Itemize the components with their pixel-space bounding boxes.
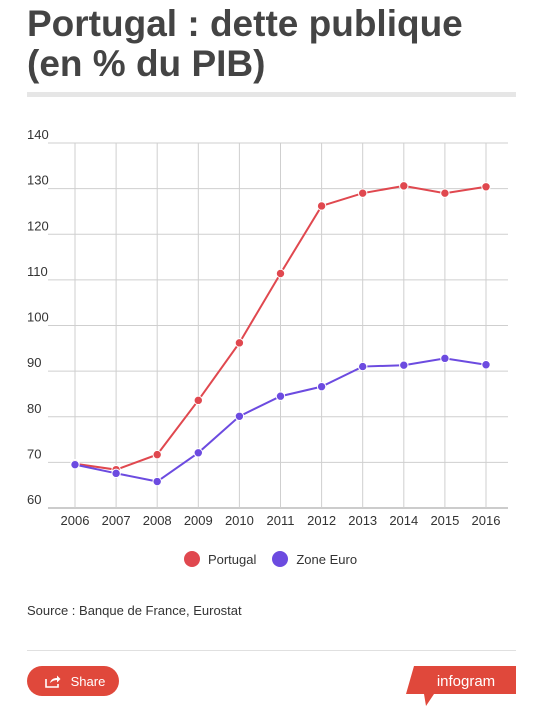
data-point-zone-euro [275, 391, 286, 401]
y-axis-ticks: 60 70 80 90 100 110 120 130 140 [27, 127, 49, 507]
share-button[interactable]: Share [27, 666, 119, 696]
legend-swatch-zone-euro [272, 551, 289, 567]
y-tick-label: 130 [27, 173, 49, 188]
data-point-zone-euro [440, 353, 450, 364]
data-point-zone-euro [399, 360, 409, 370]
x-tick-label: 2011 [267, 513, 295, 528]
title-divider [27, 92, 516, 97]
x-tick-label: 2010 [225, 513, 254, 528]
title-line-1: Portugal : dette publique [27, 3, 463, 44]
footer-divider [27, 650, 516, 651]
x-tick-label: 2009 [184, 513, 213, 528]
data-point-zone-euro [193, 448, 204, 458]
data-point-zone-euro [481, 360, 491, 370]
x-tick-label: 2015 [430, 513, 459, 528]
line-chart: 60 70 80 90 100 110 120 130 140 2006 2007 2008 2009… [27, 127, 508, 528]
data-point-portugal [440, 188, 450, 198]
data-point-zone-euro [70, 459, 80, 470]
y-tick-label: 90 [27, 355, 41, 370]
data-point-zone-euro [358, 361, 368, 372]
x-tick-label: 2008 [143, 513, 172, 528]
data-point-zone-euro [316, 381, 327, 392]
title-line-2: (en % du PIB) [27, 43, 266, 84]
data-point-zone-euro [111, 468, 121, 479]
legend-item-zone-euro[interactable]: Zone Euro [272, 551, 357, 567]
grid-lines [48, 142, 508, 509]
chart-title: Portugal : dette publique (en % du PIB) [27, 4, 527, 84]
x-tick-label: 2007 [102, 513, 131, 528]
data-point-portugal [358, 188, 368, 198]
series-layer [70, 181, 491, 487]
brand-label: infogram [437, 673, 495, 690]
data-point-zone-euro [234, 411, 245, 421]
source-note: Source : Banque de France, Eurostat [27, 603, 242, 618]
data-point-portugal [234, 338, 245, 348]
infogram-logo[interactable]: infogram [406, 664, 518, 706]
legend-label-zone-euro: Zone Euro [296, 551, 358, 567]
y-tick-label: 110 [27, 264, 48, 279]
x-tick-label: 2013 [348, 513, 377, 528]
y-tick-label: 60 [27, 492, 41, 507]
data-point-portugal [193, 395, 204, 406]
y-tick-label: 70 [27, 446, 41, 461]
data-point-portugal [152, 449, 162, 460]
legend-label-portugal: Portugal [207, 551, 257, 567]
y-tick-label: 80 [27, 401, 41, 416]
x-tick-label: 2014 [389, 513, 418, 528]
y-tick-label: 140 [27, 127, 49, 142]
data-point-zone-euro [152, 476, 162, 487]
legend-swatch-portugal [183, 551, 200, 567]
y-tick-label: 120 [27, 218, 49, 233]
data-point-portugal [481, 182, 491, 192]
y-tick-label: 100 [27, 310, 49, 325]
x-tick-label: 2012 [307, 513, 336, 528]
x-tick-label: 2016 [472, 513, 501, 528]
x-axis-ticks: 2006 2007 2008 2009 2010 2011 2012 2013 2014 2015… [61, 513, 501, 528]
data-point-portugal [399, 181, 409, 191]
legend: Portugal Zone Euro [0, 551, 541, 567]
data-point-portugal [316, 201, 327, 211]
legend-item-portugal[interactable]: Portugal [183, 551, 257, 567]
data-point-portugal [275, 268, 286, 279]
share-label: Share [70, 673, 106, 689]
x-tick-label: 2006 [61, 513, 90, 528]
share-icon [44, 675, 61, 688]
